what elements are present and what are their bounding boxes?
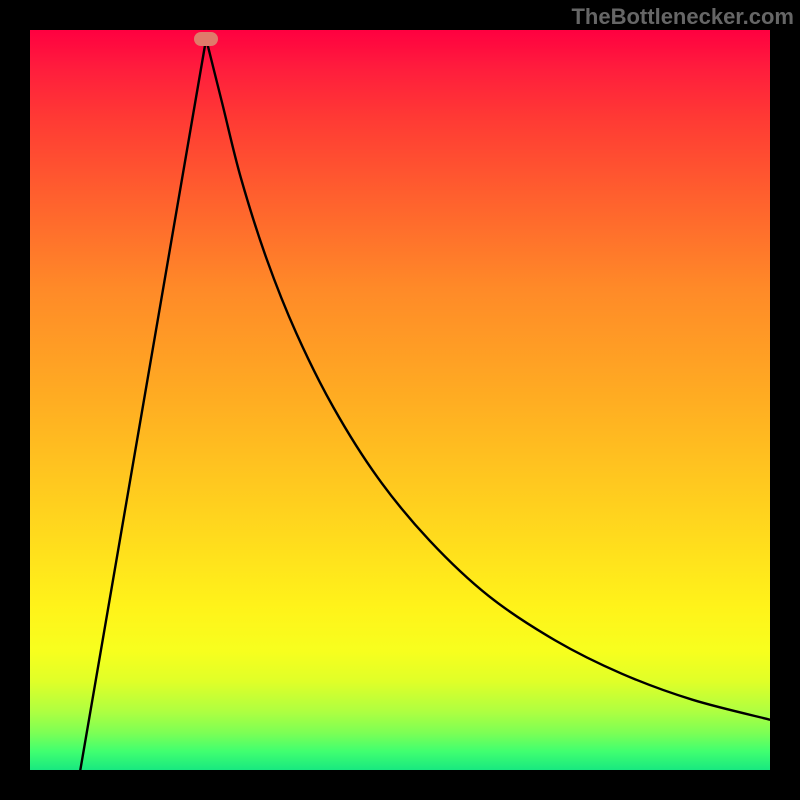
plot-area: [30, 30, 770, 770]
bottleneck-curve: [30, 30, 770, 770]
chart-container: TheBottlenecker.com: [0, 0, 800, 800]
optimum-marker: [194, 32, 218, 46]
watermark-text: TheBottlenecker.com: [571, 4, 794, 30]
